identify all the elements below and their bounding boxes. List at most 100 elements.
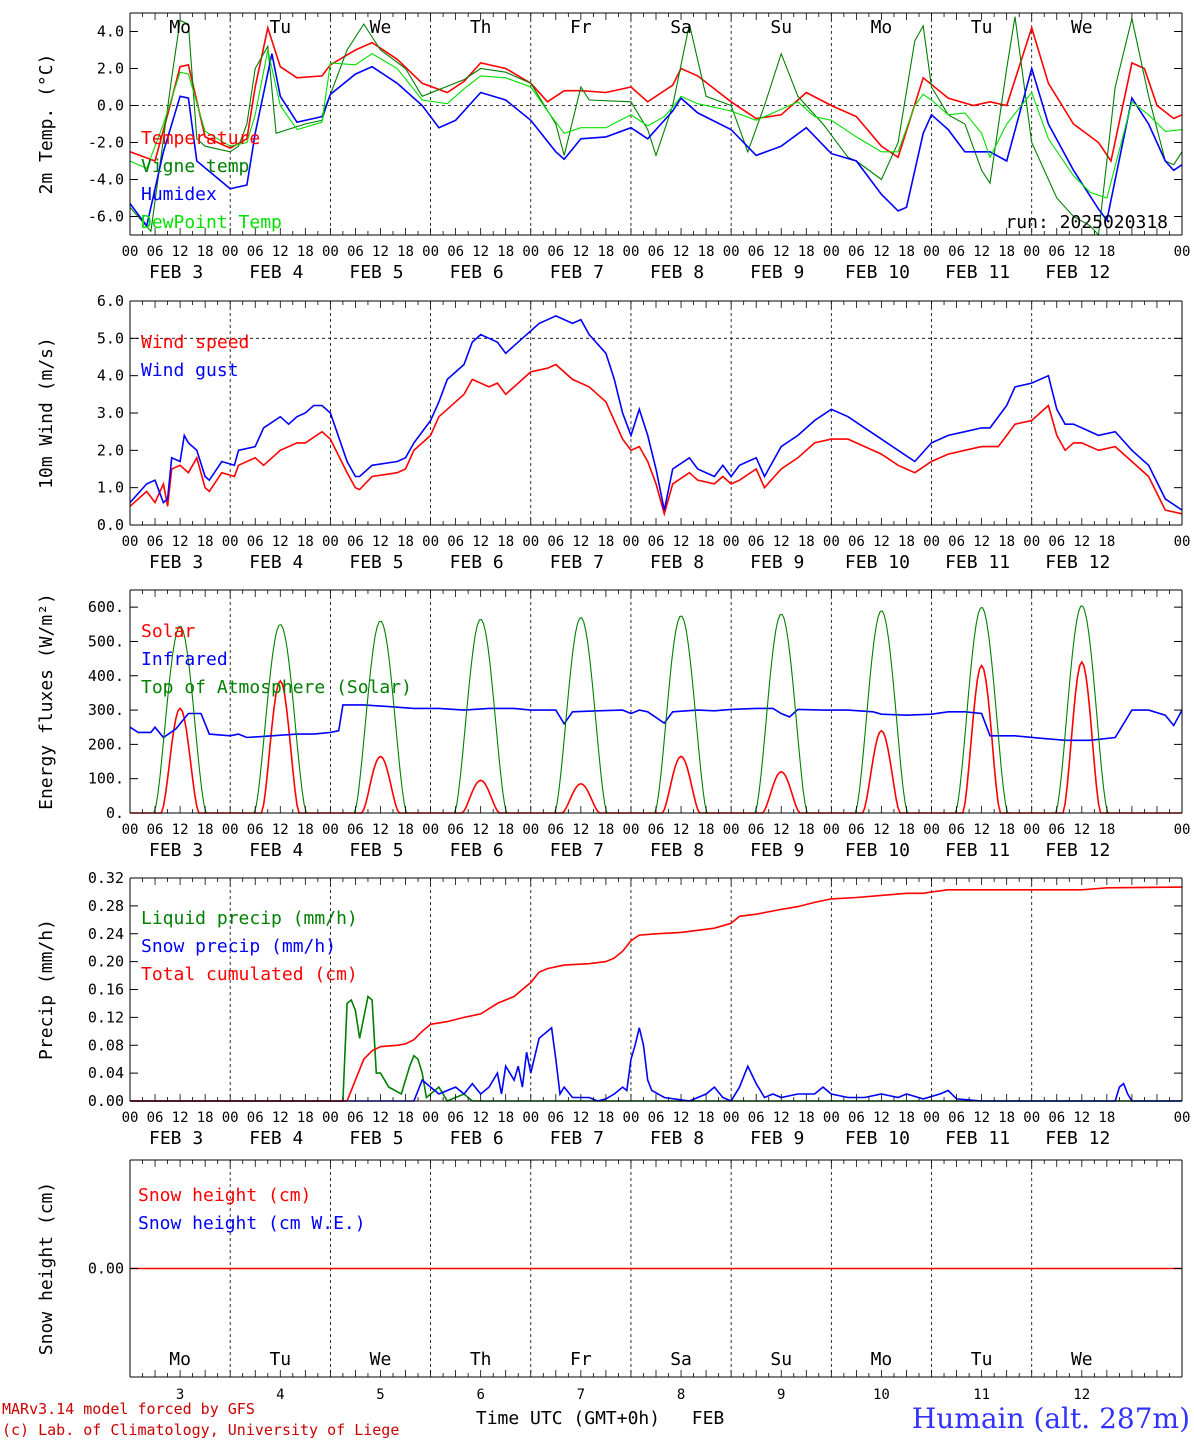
station-label: Humain (alt. 287m): [912, 1402, 1190, 1435]
x-hour-label: 00: [823, 244, 840, 260]
y-tick-label: -6.0: [88, 208, 124, 226]
x-hour-label: 06: [1048, 1110, 1065, 1126]
series-line-vigne-temp: [129, 16, 1183, 237]
y-axis-label: Precip (mm/h): [36, 919, 57, 1060]
y-axis-label: Energy fluxes (W/m²): [36, 593, 57, 810]
x-hour-label: 12: [272, 244, 289, 260]
x-hour-label: 12: [673, 822, 690, 838]
x-hour-label: 06: [948, 534, 965, 550]
x-hour-label: 18: [998, 1110, 1015, 1126]
x-hour-label: 18: [898, 244, 915, 260]
y-tick-label: 200.: [88, 735, 124, 753]
x-hour-label: 18: [698, 534, 715, 550]
x-hour-label: 00: [122, 822, 139, 838]
x-hour-label: 00: [322, 822, 339, 838]
x-hour-label: 00: [923, 1110, 940, 1126]
y-tick-label: 600.: [88, 598, 124, 616]
x-hour-label: 18: [197, 244, 214, 260]
series-layer: [129, 16, 1183, 1270]
x-hour-label: 06: [347, 534, 364, 550]
legend-entry: Snow precip (mm/h): [141, 936, 336, 957]
x-hour-label: 18: [597, 1110, 614, 1126]
x-hour-label: 18: [698, 822, 715, 838]
x-date-label: FEB 11: [945, 262, 1010, 283]
x-hour-label: 18: [397, 822, 414, 838]
legend-entry: Humidex: [141, 184, 217, 205]
x-date-label: FEB 9: [750, 1128, 804, 1149]
x-hour-label: 00: [122, 244, 139, 260]
x-hour-label: 18: [297, 244, 314, 260]
x-hour-label: 18: [1098, 534, 1115, 550]
x-hour-label: 18: [497, 1110, 514, 1126]
x-hour-label: 06: [748, 822, 765, 838]
x-hour-label: 00: [623, 244, 640, 260]
x-hour-label: 00: [522, 534, 539, 550]
x-date-label: FEB 10: [845, 262, 910, 283]
x-hour-label: 06: [848, 1110, 865, 1126]
x-hour-label: 18: [1098, 244, 1115, 260]
x-hour-label: 00: [422, 534, 439, 550]
day-number-label: 4: [276, 1387, 284, 1403]
x-date-label: FEB 8: [650, 840, 704, 861]
x-axis-title: Time UTC (GMT+0h): [476, 1408, 660, 1429]
x-date-label: FEB 8: [650, 552, 704, 573]
day-number-label: 12: [1073, 1387, 1090, 1403]
y-tick-label: 0.: [106, 804, 124, 822]
series-line-temperature: [129, 24, 1183, 164]
x-hour-label: 06: [247, 1110, 264, 1126]
y-tick-label: 0.04: [88, 1064, 124, 1082]
x-hour-label: 00: [422, 244, 439, 260]
x-hour-label: 18: [798, 244, 815, 260]
x-hour-label: 00: [1023, 534, 1040, 550]
legend-entry: DewPoint Temp: [141, 212, 282, 233]
x-date-label: FEB 11: [945, 1128, 1010, 1149]
x-hour-label: 12: [773, 244, 790, 260]
legend-entry: Top of Atmosphere (Solar): [141, 677, 412, 698]
x-date-label: FEB 11: [945, 840, 1010, 861]
x-hour-label: 06: [347, 244, 364, 260]
x-hour-label: 00: [422, 822, 439, 838]
footer-model: MARv3.14 model forced by GFS: [2, 1400, 255, 1418]
x-hour-label: 18: [798, 822, 815, 838]
x-hour-label: 18: [397, 534, 414, 550]
x-hour-label: 12: [773, 534, 790, 550]
y-tick-label: 0.12: [88, 1008, 124, 1026]
x-hour-label: 18: [197, 1110, 214, 1126]
x-hour-label: 06: [247, 534, 264, 550]
legend-entry: Wind gust: [141, 360, 239, 381]
x-hour-label: 18: [197, 534, 214, 550]
x-hour-label: 18: [998, 534, 1015, 550]
weekday-label: Th: [470, 17, 492, 38]
x-hour-label: 12: [172, 534, 189, 550]
series-line-wind-gust: [129, 315, 1183, 511]
x-hour-label: 06: [1048, 244, 1065, 260]
x-hour-label: 06: [147, 534, 164, 550]
x-hour-label: 12: [873, 1110, 890, 1126]
x-hour-label: 18: [698, 244, 715, 260]
x-hour-label: 12: [472, 534, 489, 550]
x-hour-label: 12: [372, 1110, 389, 1126]
x-hour-label: 06: [648, 822, 665, 838]
x-hour-label: 00: [322, 534, 339, 550]
x-hour-label: 12: [372, 244, 389, 260]
y-tick-label: 0.0: [97, 516, 124, 534]
x-hour-label: 06: [547, 1110, 564, 1126]
x-date-label: FEB 7: [550, 1128, 604, 1149]
x-hour-label: 12: [272, 534, 289, 550]
legend-entry: Wind speed: [141, 332, 249, 353]
x-hour-label: 18: [1098, 822, 1115, 838]
y-tick-label: 2.0: [97, 60, 124, 78]
weekday-label: Tu: [269, 17, 291, 38]
weekday-label: Su: [770, 17, 792, 38]
x-hour-label: 06: [648, 1110, 665, 1126]
x-hour-label: 06: [147, 822, 164, 838]
x-date-label: FEB 8: [650, 262, 704, 283]
x-hour-label: 00: [222, 1110, 239, 1126]
legend-entry: Temperature: [141, 128, 260, 149]
x-hour-label: 12: [1073, 244, 1090, 260]
legend-entry: Liquid precip (mm/h): [141, 908, 358, 929]
weekday-label: We: [1071, 17, 1093, 38]
x-hour-label: 12: [572, 822, 589, 838]
series-line-wind-speed: [129, 363, 1183, 517]
